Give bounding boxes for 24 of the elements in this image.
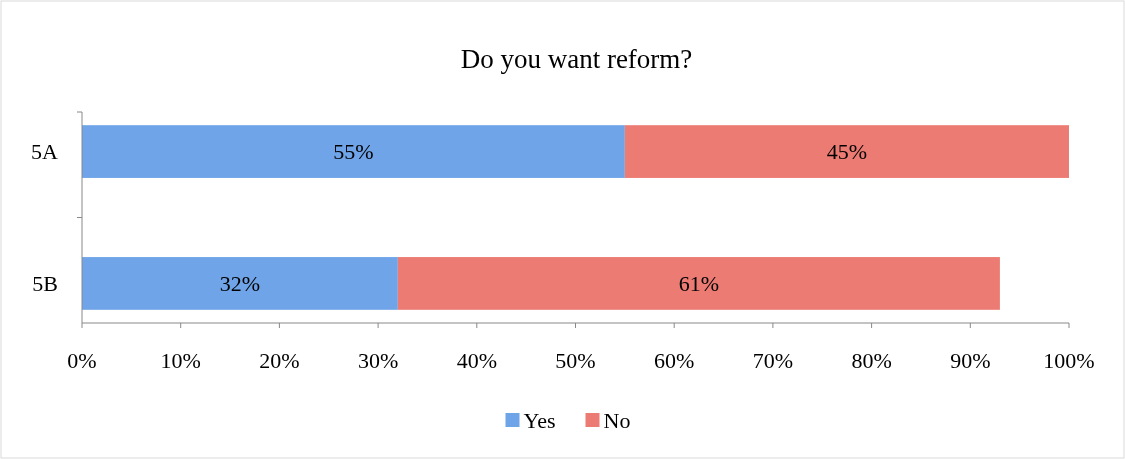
x-tick-label: 100%: [1043, 347, 1095, 373]
x-tick-label: 0%: [67, 347, 97, 373]
legend-label: No: [603, 407, 631, 433]
bar: [397, 257, 1000, 310]
y-tick-label: 5A: [31, 139, 59, 165]
x-tick-label: 40%: [456, 347, 497, 373]
legend-label: Yes: [523, 407, 556, 433]
x-tick-label: 20%: [259, 347, 300, 373]
bar: [82, 125, 625, 178]
x-tick-label: 90%: [950, 347, 991, 373]
x-tick-label: 60%: [654, 347, 695, 373]
data-label: 32%: [219, 271, 261, 297]
x-tick-label: 50%: [555, 347, 596, 373]
data-label: 45%: [826, 139, 868, 165]
x-tick-label: 10%: [160, 347, 201, 373]
chart-title: Do you want reform?: [460, 44, 693, 74]
bar: [82, 257, 398, 310]
x-tick-label: 70%: [752, 347, 794, 373]
data-label: 61%: [678, 271, 720, 297]
x-tick-label: 80%: [851, 347, 892, 373]
y-tick-label: 5B: [32, 271, 58, 297]
x-tick-label: 30%: [357, 347, 399, 373]
data-label: 55%: [333, 139, 374, 165]
bar: [624, 125, 1069, 178]
